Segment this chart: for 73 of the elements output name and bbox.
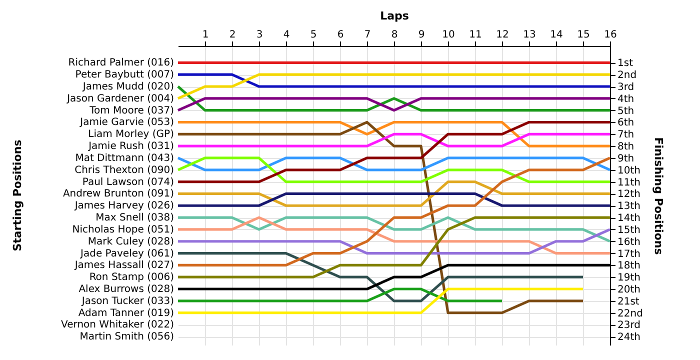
y-tick-label: 11th <box>618 177 640 188</box>
x-axis-title: Laps <box>380 10 410 22</box>
series-label: Jamie Garvie (053) <box>79 117 174 128</box>
y-tick-label: 8th <box>618 142 634 153</box>
text: Starting Positions <box>11 139 24 252</box>
x-tick-label: 5 <box>310 30 317 40</box>
text: Martin Smith (056) <box>80 332 174 343</box>
series-label: James Mudd (020) <box>82 82 174 92</box>
series-label: Jamie Rush (031) <box>88 141 174 152</box>
y-tick-label: 2nd <box>618 70 637 82</box>
series-label: Nicholas Hope (051) <box>72 224 174 236</box>
line-series <box>176 216 612 278</box>
series-label: Liam Morley (GP) <box>88 129 174 140</box>
y-tick-label: 23rd <box>618 320 641 332</box>
y-tick-label: 13th <box>618 201 640 212</box>
series-label: Richard Palmer (016) <box>68 58 174 69</box>
x-tick-label: 16 <box>604 30 617 40</box>
y-axis-title: Finishing Positions <box>652 137 665 256</box>
series-label: Jason Tucker (033) <box>80 296 174 307</box>
x-tick-label: 10 <box>442 30 455 40</box>
y-tick-label: 3rd <box>618 82 634 93</box>
y-tick-label: 19th <box>618 272 640 284</box>
x-tick-label: 12 <box>496 30 509 40</box>
series-label: Tom Moore (037) <box>88 105 174 116</box>
y-tick-label: 24th <box>618 332 640 344</box>
y-tick-label: 17th <box>618 248 640 260</box>
x-tick-label: 15 <box>577 30 590 40</box>
y-tick-label: 4th <box>618 94 634 105</box>
line-series <box>176 120 584 314</box>
x-tick-label: 11 <box>469 30 482 40</box>
x-tick-label: 3 <box>256 30 263 40</box>
series-label: Paul Lawson (074) <box>82 176 174 188</box>
series-label: Peter Baybutt (007) <box>75 70 174 81</box>
y-tick-label: 1st <box>618 58 634 70</box>
y-tick-label: 5th <box>618 106 634 117</box>
series-label: Max Snell (038) <box>96 212 174 224</box>
series-label: James Harvey (026) <box>74 200 174 212</box>
series-label: Andrew Brunton (091) <box>62 188 174 200</box>
y-tick-label: 18th <box>618 260 640 272</box>
x-tick-label: 6 <box>337 30 344 40</box>
y-tick-label: 6th <box>618 118 634 129</box>
y-tick-label: 15th <box>618 224 640 236</box>
x-tick-label: 7 <box>364 30 371 40</box>
series-label: Jade Paveley (061) <box>80 248 174 260</box>
x-tick-label: 13 <box>523 30 536 40</box>
y-tick-label: 20th <box>618 284 640 296</box>
series-label: Ron Stamp (006) <box>89 272 174 284</box>
series-label: Chris Thexton (090) <box>74 164 174 176</box>
text: Vernon Whitaker (022) <box>61 320 174 331</box>
x-tick-label: 4 <box>283 30 290 40</box>
y-tick-label: 16th <box>618 236 640 248</box>
x-tick-label: 14 <box>550 30 563 40</box>
y-tick-label: 12th <box>618 189 640 200</box>
y-tick-label: 22nd <box>618 308 643 320</box>
y-tick-label: 7th <box>618 130 634 141</box>
line-series <box>176 120 612 184</box>
x-tick-label: 2 <box>229 30 236 40</box>
y-tick-label: 21st <box>618 296 640 308</box>
y-tick-label: 14th <box>618 213 640 224</box>
series-label: Adam Tanner (019) <box>78 308 174 319</box>
x-tick-label: 8 <box>391 30 398 40</box>
line-series <box>176 156 612 266</box>
x-tick-label: 9 <box>418 30 425 40</box>
series-label: Alex Burrows (028) <box>78 284 174 296</box>
series-label: Jason Gardener (004) <box>66 93 174 104</box>
line-series <box>176 252 584 302</box>
series-label: James Hassall (027) <box>74 260 174 272</box>
x-tick-label: 1 <box>202 30 209 40</box>
series-label: Mark Culey (028) <box>88 236 174 248</box>
y-tick-label: 9th <box>618 153 634 164</box>
series-label: Mat Dittmann (043) <box>75 152 174 164</box>
line-series <box>176 216 612 255</box>
y-tick-label: 10th <box>618 165 640 176</box>
